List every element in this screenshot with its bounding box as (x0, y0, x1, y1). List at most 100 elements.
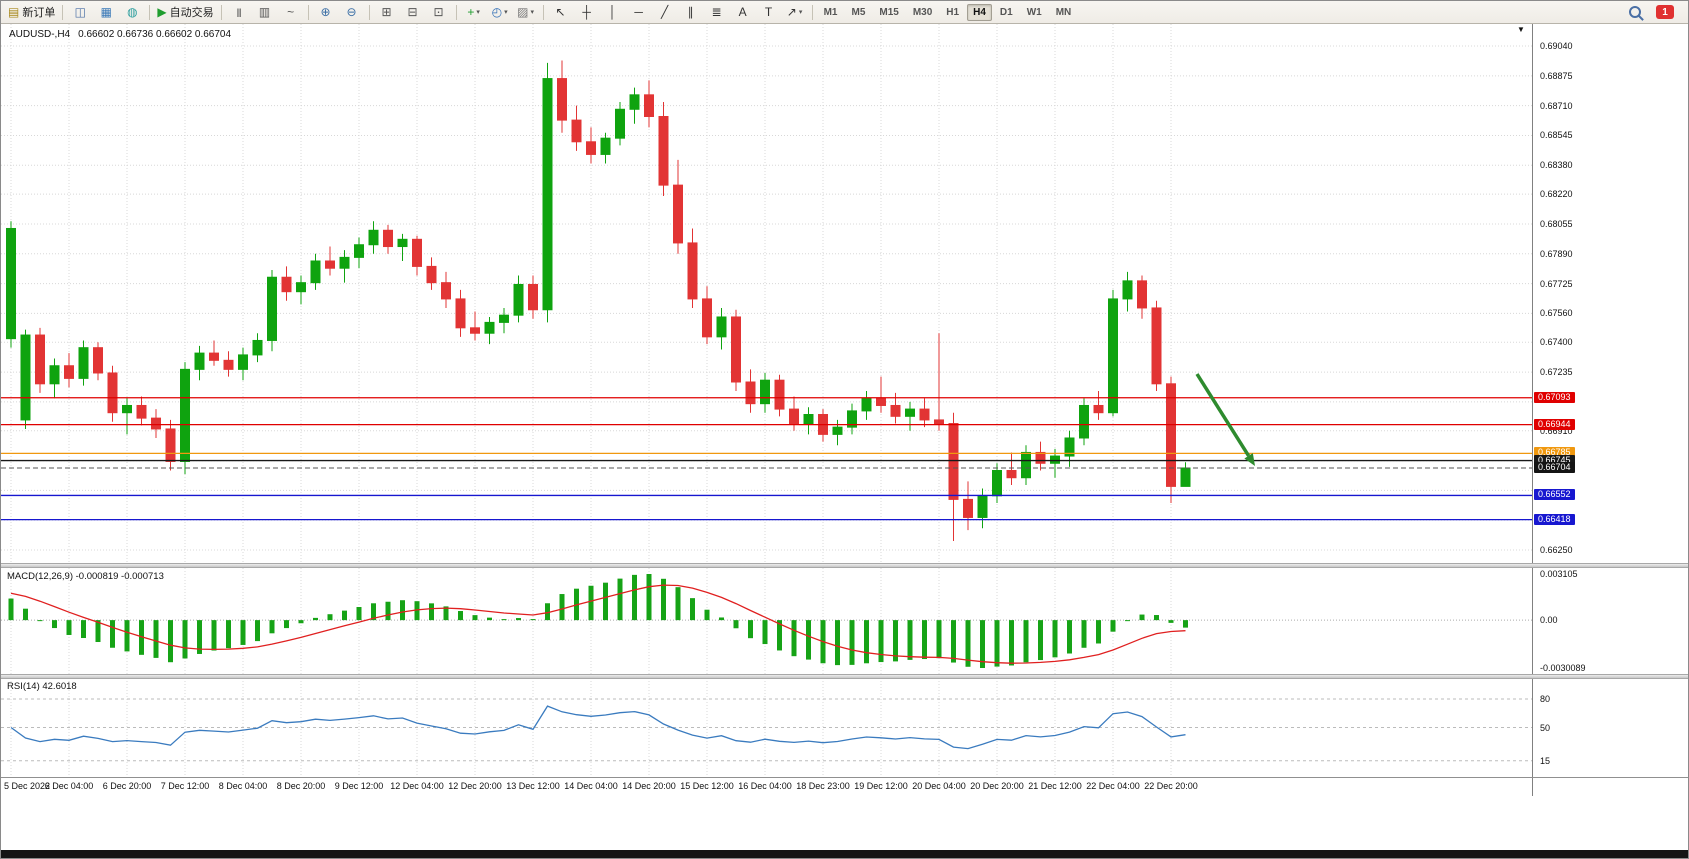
timeframe-m5-button[interactable]: M5 (851, 6, 866, 18)
time-scale-label: 8 Dec 20:00 (276, 781, 326, 791)
autotrading-icon: ▶ (157, 5, 167, 19)
new-chart-icon: ◫ (74, 5, 87, 19)
arrows-icon: ↗ (786, 5, 797, 19)
tile-windows-button[interactable]: ⊞ (374, 3, 400, 21)
crosshair-icon: ┼ (582, 5, 591, 19)
zoom-out-icon: ⊖ (346, 5, 357, 19)
panel-splitter[interactable] (1, 563, 1688, 568)
search-button[interactable] (1622, 3, 1648, 21)
zoom-in-button[interactable]: ⊕ (313, 3, 339, 21)
macd-scale-max: 0.003105 (1540, 569, 1578, 579)
cursor-button[interactable]: ↖ (548, 3, 574, 21)
chart-window: 0.69040 0.68875 0.68710 0.68545 0.68380 0.682… (1, 24, 1688, 796)
new-order-label: 新订单 (22, 7, 56, 19)
chart-title: AUDUSD-,H4 0.66602 0.66736 0.66602 0.667… (9, 29, 231, 40)
hline-price-tag: 0.66745 (1534, 454, 1575, 466)
hline-price-tag: 0.66418 (1534, 513, 1575, 525)
cascade-windows-button[interactable]: ⊡ (426, 3, 452, 21)
text-button[interactable]: A (730, 3, 756, 21)
time-scale-label: 14 Dec 20:00 (622, 781, 676, 791)
horizontal-line-button[interactable]: ─ (626, 3, 652, 21)
new-chart-button[interactable]: ◫ (67, 3, 93, 21)
timeframe-d1-button[interactable]: D1 (999, 6, 1013, 18)
text-label-button[interactable]: T (756, 3, 782, 21)
profiles-button[interactable]: ▦ (93, 3, 119, 21)
line-chart-button[interactable]: ~ (278, 3, 304, 21)
indicators-button[interactable]: + ▾ (461, 3, 487, 21)
notifications-badge[interactable]: 1 (1656, 5, 1674, 19)
time-scale-label: 18 Dec 23:00 (796, 781, 850, 791)
toolbar-separator (307, 4, 309, 20)
timeframe-h1-button[interactable]: H1 (946, 6, 960, 18)
trendline-icon: ╱ (660, 5, 669, 19)
channel-button[interactable]: ∥ (678, 3, 704, 21)
autotrading-button[interactable]: ▶ 自动交易 (154, 3, 216, 21)
data-window-button[interactable]: ◍ (119, 3, 145, 21)
time-scale-label: 8 Dec 04:00 (218, 781, 268, 791)
fibonacci-icon: ≣ (711, 5, 722, 19)
search-icon (1627, 4, 1643, 20)
horizontal-line-icon: ─ (634, 5, 643, 19)
panel-splitter[interactable] (1, 674, 1688, 679)
time-scale-label: 22 Dec 20:00 (1144, 781, 1198, 791)
crosshair-button[interactable]: ┼ (574, 3, 600, 21)
toolbar-buttons: ▤ 新订单 ◫ ▦ ◍ ▶ 自动交易 ||| ▥ ~ ⊕ ⊖ ⊞ ⊟ ⊡ + ▾ ◴ ▾ ▨ ▾ ↖ ┼ │ ─ ╱ ∥ ≣ A T ↗ ▾ M… (5, 3, 1078, 21)
trendline-button[interactable]: ╱ (652, 3, 678, 21)
time-axis-border (1, 777, 1688, 778)
vertical-line-icon: │ (608, 5, 617, 19)
arrows-button[interactable]: ↗ ▾ (782, 3, 808, 21)
fibonacci-button[interactable]: ≣ (704, 3, 730, 21)
chevron-down-icon: ▾ (476, 9, 480, 16)
hline-price-tag: 0.66552 (1534, 489, 1575, 501)
arrange-windows-icon: ⊟ (407, 5, 418, 19)
timeframe-m1-button[interactable]: M1 (823, 6, 838, 18)
cascade-windows-icon: ⊡ (433, 5, 444, 19)
time-scale-label: 19 Dec 12:00 (854, 781, 908, 791)
timeframe-h4-button[interactable]: H4 (967, 3, 992, 21)
price-scale-label: 0.66250 (1540, 544, 1573, 555)
time-axis[interactable]: 5 Dec 2022 6 Dec 04:00 6 Dec 20:00 7 Dec 12… (1, 778, 1532, 796)
chevron-down-icon: ▾ (798, 9, 803, 16)
vertical-line-button[interactable]: │ (600, 3, 626, 21)
toolbar-separator (455, 4, 457, 20)
indicators-icon: + (467, 5, 475, 19)
templates-button[interactable]: ▨ ▾ (513, 3, 539, 21)
macd-scale-min: -0.0030089 (1540, 663, 1586, 673)
bar-chart-button[interactable]: ||| (226, 3, 252, 21)
arrange-windows-button[interactable]: ⊟ (400, 3, 426, 21)
rsi-panel[interactable] (1, 678, 1532, 777)
text-icon: A (738, 5, 747, 19)
candle-chart-button[interactable]: ▥ (252, 3, 278, 21)
periods-button[interactable]: ◴ ▾ (487, 3, 513, 21)
time-scale-label: 12 Dec 20:00 (448, 781, 502, 791)
hline-price-tag: 0.66785 (1534, 447, 1575, 459)
main-chart[interactable] (1, 24, 1532, 563)
data-window-icon: ◍ (127, 5, 138, 19)
toolbar: ▤ 新订单 ◫ ▦ ◍ ▶ 自动交易 ||| ▥ ~ ⊕ ⊖ ⊞ ⊟ ⊡ + ▾ ◴ ▾ ▨ ▾ ↖ ┼ │ ─ ╱ ∥ ≣ A T ↗ ▾ M… (1, 1, 1688, 24)
window-filler (1, 796, 1688, 850)
timeframe-w1-button[interactable]: W1 (1026, 6, 1042, 18)
new-order-icon: ▤ (8, 5, 20, 19)
timeframe-mn-button[interactable]: MN (1055, 6, 1072, 18)
time-scale-label: 15 Dec 12:00 (680, 781, 734, 791)
rsi-label: RSI(14) 42.6018 (7, 681, 77, 692)
price-axis[interactable]: 0.69040 0.68875 0.68710 0.68545 0.68380 0.682… (1532, 24, 1688, 796)
text-label-icon: T (764, 5, 773, 19)
macd-panel[interactable] (1, 568, 1532, 674)
rsi-scale-label: 15 (1540, 755, 1551, 766)
line-chart-icon: ~ (287, 5, 295, 19)
profiles-icon: ▦ (100, 5, 113, 19)
symbol-timeframe-label: AUDUSD-,H4 (9, 29, 71, 40)
zoom-out-button[interactable]: ⊖ (339, 3, 365, 21)
chart-shift-marker[interactable]: ▼ (1517, 25, 1525, 34)
price-scale-label: 0.68220 (1540, 189, 1573, 200)
toolbar-separator (368, 4, 370, 20)
timeframe-m15-button[interactable]: M15 (879, 6, 899, 18)
cursor-icon: ↖ (555, 5, 566, 19)
candle-chart-icon: ▥ (258, 5, 271, 19)
autotrading-label: 自动交易 (169, 7, 214, 19)
timeframe-m30-button[interactable]: M30 (912, 6, 933, 18)
new-order-button[interactable]: ▤ 新订单 (5, 3, 58, 21)
price-scale-label: 0.67725 (1540, 278, 1573, 289)
channel-icon: ∥ (687, 5, 694, 19)
